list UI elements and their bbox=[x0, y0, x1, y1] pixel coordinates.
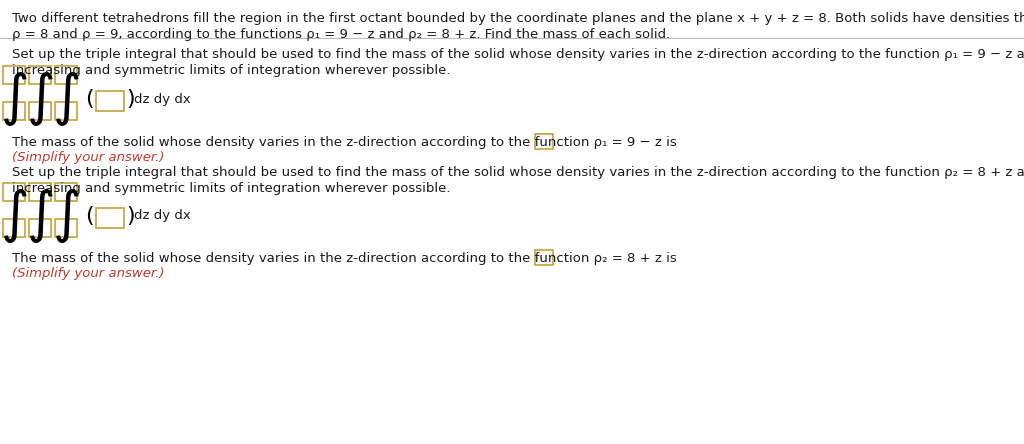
Text: increasing and symmetric limits of integration wherever possible.: increasing and symmetric limits of integ… bbox=[12, 182, 451, 195]
Text: $\int$: $\int$ bbox=[27, 187, 54, 245]
Bar bbox=[29, 219, 51, 237]
Text: (: ( bbox=[85, 206, 94, 226]
Text: increasing and symmetric limits of integration wherever possible.: increasing and symmetric limits of integ… bbox=[12, 64, 451, 77]
Text: $\int$: $\int$ bbox=[52, 70, 80, 128]
Bar bbox=[29, 183, 51, 201]
Text: Two different tetrahedrons fill the region in the first octant bounded by the co: Two different tetrahedrons fill the regi… bbox=[12, 12, 1024, 25]
Bar bbox=[55, 102, 77, 120]
Text: ): ) bbox=[126, 206, 134, 226]
Text: .: . bbox=[556, 252, 560, 265]
Text: $\int$: $\int$ bbox=[0, 70, 28, 128]
Bar bbox=[3, 66, 25, 84]
Text: The mass of the solid whose density varies in the z-direction according to the f: The mass of the solid whose density vari… bbox=[12, 136, 677, 149]
Text: $\int$: $\int$ bbox=[0, 187, 28, 245]
Bar bbox=[536, 134, 553, 149]
Text: (Simplify your answer.): (Simplify your answer.) bbox=[12, 151, 165, 164]
Text: ρ = 8 and ρ = 9, according to the functions ρ₁ = 9 − z and ρ₂ = 8 + z. Find the : ρ = 8 and ρ = 9, according to the functi… bbox=[12, 28, 671, 41]
Text: Set up the triple integral that should be used to find the mass of the solid who: Set up the triple integral that should b… bbox=[12, 166, 1024, 179]
Text: Set up the triple integral that should be used to find the mass of the solid who: Set up the triple integral that should b… bbox=[12, 48, 1024, 61]
Text: .: . bbox=[556, 136, 560, 149]
Text: dz dy dx: dz dy dx bbox=[134, 92, 190, 106]
Text: ): ) bbox=[126, 89, 134, 109]
Bar bbox=[55, 183, 77, 201]
Bar bbox=[55, 219, 77, 237]
Bar bbox=[55, 66, 77, 84]
Bar bbox=[96, 91, 124, 111]
Bar bbox=[29, 102, 51, 120]
Bar bbox=[3, 183, 25, 201]
Bar bbox=[3, 102, 25, 120]
Bar bbox=[536, 250, 553, 265]
Bar bbox=[29, 66, 51, 84]
Text: (Simplify your answer.): (Simplify your answer.) bbox=[12, 267, 165, 280]
Bar bbox=[96, 208, 124, 228]
Text: (: ( bbox=[85, 89, 94, 109]
Text: dz dy dx: dz dy dx bbox=[134, 210, 190, 222]
Text: The mass of the solid whose density varies in the z-direction according to the f: The mass of the solid whose density vari… bbox=[12, 252, 677, 265]
Text: $\int$: $\int$ bbox=[52, 187, 80, 245]
Bar bbox=[3, 219, 25, 237]
Text: $\int$: $\int$ bbox=[27, 70, 54, 128]
